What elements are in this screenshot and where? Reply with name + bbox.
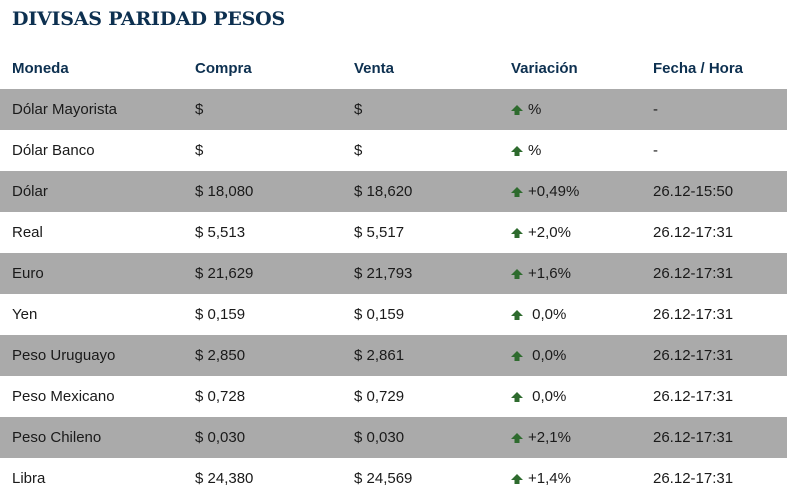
- variation-cell: +2,0%: [511, 212, 571, 253]
- table-row: Dólar Mayorista $ $% -: [0, 89, 787, 130]
- buy-price: $: [195, 101, 204, 118]
- timestamp: 26.12-17:31: [653, 347, 734, 364]
- table-row: Yen $ 0,159 $ 0,159 0,0% 26.12-17:31: [0, 294, 787, 335]
- arrow-up-icon: [511, 474, 523, 484]
- variation-value: %: [528, 142, 542, 159]
- column-header-variacion: Variación: [511, 60, 578, 77]
- variation-value: %: [528, 101, 542, 118]
- currency-name: Real: [12, 224, 43, 241]
- currency-name: Yen: [12, 306, 38, 323]
- variation-cell: 0,0%: [511, 294, 566, 335]
- currency-table: Moneda Compra Venta Variación Fecha / Ho…: [0, 48, 787, 499]
- timestamp: 26.12-17:31: [653, 429, 734, 446]
- timestamp: 26.12-17:31: [653, 224, 734, 241]
- buy-price: $ 0,728: [195, 388, 246, 405]
- table-row: Dólar $ 18,080 $ 18,620 +0,49% 26.12-15:50: [0, 171, 787, 212]
- sell-price: $ 24,569: [354, 470, 413, 487]
- currency-name: Euro: [12, 265, 44, 282]
- column-header-compra: Compra: [195, 60, 252, 77]
- column-header-venta: Venta: [354, 60, 395, 77]
- buy-price: $: [195, 142, 204, 159]
- sell-price: $: [354, 142, 363, 159]
- sell-price: $ 0,729: [354, 388, 405, 405]
- arrow-up-icon: [511, 351, 523, 361]
- table-row: Peso Uruguayo $ 2,850 $ 2,861 0,0% 26.12-17…: [0, 335, 787, 376]
- column-header-moneda: Moneda: [12, 60, 69, 77]
- variation-cell: %: [511, 89, 541, 130]
- variation-cell: +2,1%: [511, 417, 571, 458]
- sell-price: $: [354, 101, 363, 118]
- variation-cell: +1,4%: [511, 458, 571, 499]
- timestamp: 26.12-17:31: [653, 265, 734, 282]
- currency-name: Peso Chileno: [12, 429, 102, 446]
- buy-price: $ 5,513: [195, 224, 246, 241]
- buy-price: $ 21,629: [195, 265, 254, 282]
- variation-value: +1,6%: [528, 265, 571, 282]
- buy-price: $ 18,080: [195, 183, 254, 200]
- variation-value: +2,0%: [528, 224, 571, 241]
- variation-value: +0,49%: [528, 183, 580, 200]
- table-row: Peso Chileno $ 0,030 $ 0,030 +2,1% 26.12-17:…: [0, 417, 787, 458]
- currency-name: Dólar Banco: [12, 142, 95, 159]
- currency-name: Peso Uruguayo: [12, 347, 116, 364]
- table-row: Real $ 5,513 $ 5,517 +2,0% 26.12-17:31: [0, 212, 787, 253]
- variation-cell: +0,49%: [511, 171, 579, 212]
- arrow-up-icon: [511, 187, 523, 197]
- page-title: DIVISAS PARIDAD PESOS: [12, 8, 285, 30]
- timestamp: 26.12-17:31: [653, 388, 734, 405]
- sell-price: $ 0,159: [354, 306, 405, 323]
- table-header-row: Moneda Compra Venta Variación Fecha / Ho…: [0, 48, 787, 89]
- variation-value: 0,0%: [528, 347, 567, 364]
- timestamp: 26.12-17:31: [653, 306, 734, 323]
- sell-price: $ 2,861: [354, 347, 405, 364]
- arrow-up-icon: [511, 433, 523, 443]
- timestamp: -: [653, 101, 658, 118]
- arrow-up-icon: [511, 269, 523, 279]
- currency-name: Peso Mexicano: [12, 388, 115, 405]
- currency-name: Dólar Mayorista: [12, 101, 118, 118]
- arrow-up-icon: [511, 228, 523, 238]
- sell-price: $ 18,620: [354, 183, 413, 200]
- sell-price: $ 5,517: [354, 224, 405, 241]
- variation-value: 0,0%: [528, 306, 567, 323]
- arrow-up-icon: [511, 392, 523, 402]
- arrow-up-icon: [511, 105, 523, 115]
- variation-cell: 0,0%: [511, 376, 566, 417]
- timestamp: 26.12-17:31: [653, 470, 734, 487]
- variation-cell: 0,0%: [511, 335, 566, 376]
- sell-price: $ 0,030: [354, 429, 405, 446]
- currency-name: Libra: [12, 470, 46, 487]
- buy-price: $ 0,030: [195, 429, 246, 446]
- buy-price: $ 2,850: [195, 347, 246, 364]
- variation-value: 0,0%: [528, 388, 567, 405]
- timestamp: 26.12-15:50: [653, 183, 734, 200]
- variation-cell: +1,6%: [511, 253, 571, 294]
- currency-name: Dólar: [12, 183, 48, 200]
- buy-price: $ 24,380: [195, 470, 254, 487]
- buy-price: $ 0,159: [195, 306, 246, 323]
- timestamp: -: [653, 142, 658, 159]
- table-row: Peso Mexicano $ 0,728 $ 0,729 0,0% 26.12-17…: [0, 376, 787, 417]
- arrow-up-icon: [511, 146, 523, 156]
- arrow-up-icon: [511, 310, 523, 320]
- variation-value: +2,1%: [528, 429, 571, 446]
- variation-cell: %: [511, 130, 541, 171]
- table-row: Dólar Banco $ $% -: [0, 130, 787, 171]
- variation-value: +1,4%: [528, 470, 571, 487]
- column-header-fecha: Fecha / Hora: [653, 60, 744, 77]
- table-row: Euro $ 21,629 $ 21,793 +1,6% 26.12-17:31: [0, 253, 787, 294]
- table-body: Dólar Mayorista $ $% - Dólar Banco $ $% - Dólar $…: [0, 89, 787, 499]
- table-row: Libra $ 24,380 $ 24,569 +1,4% 26.12-17:31: [0, 458, 787, 499]
- sell-price: $ 21,793: [354, 265, 413, 282]
